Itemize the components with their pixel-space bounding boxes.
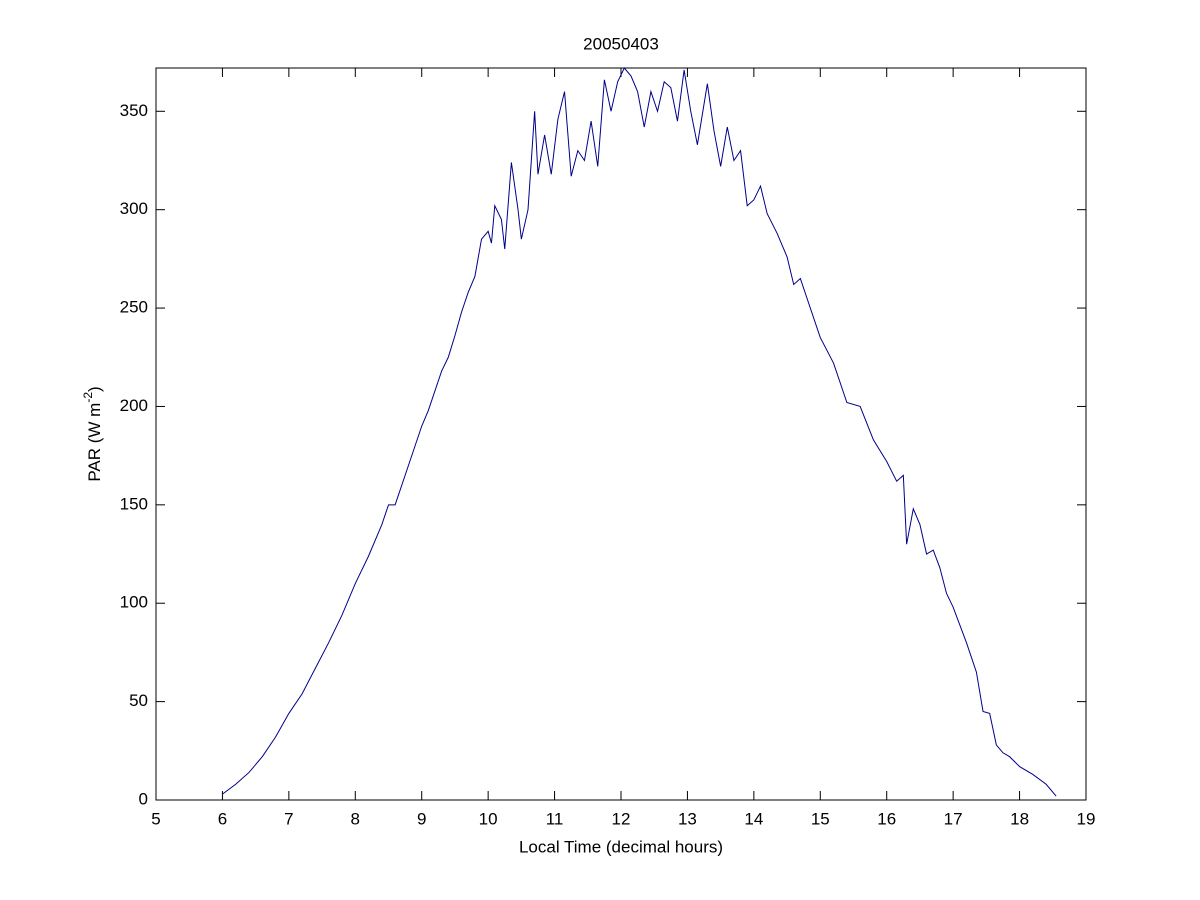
x-tick-label: 18: [1010, 809, 1029, 828]
y-label-main: PAR (W m: [85, 403, 104, 482]
x-tick-label: 9: [417, 809, 426, 828]
plot-area: [155, 67, 1087, 801]
x-tick-label: 11: [546, 809, 564, 828]
x-tick-label: 13: [678, 809, 697, 828]
y-tick-label: 0: [139, 789, 148, 808]
y-tick-label: 150: [120, 494, 148, 513]
x-axis-label: Local Time (decimal hours): [519, 837, 723, 856]
y-tick-label: 350: [120, 101, 148, 120]
y-tick-label: 300: [120, 199, 148, 218]
x-tick-label: 7: [284, 809, 293, 828]
y-label-sup: -2: [81, 392, 95, 403]
y-tick-label: 100: [120, 593, 148, 612]
x-tick-label: 14: [744, 809, 763, 828]
y-tick-label: 250: [120, 298, 148, 317]
x-tick-label: 10: [479, 809, 498, 828]
x-tick-label: 15: [811, 809, 830, 828]
x-tick-label: 8: [351, 809, 360, 828]
x-tick-label: 12: [612, 809, 631, 828]
x-tick-label: 6: [218, 809, 227, 828]
data-line: [222, 67, 1057, 797]
y-tick-label: 200: [120, 396, 148, 415]
x-tick-label: 19: [1077, 809, 1096, 828]
y-axis-label: PAR (W m-2): [81, 386, 104, 481]
x-tick-label: 17: [944, 809, 963, 828]
x-tick-label: 5: [151, 809, 160, 828]
y-tick-label: 50: [129, 691, 148, 710]
y-label-end: ): [85, 386, 104, 392]
chart-title: 20050403: [583, 34, 659, 53]
x-tick-label: 16: [877, 809, 896, 828]
